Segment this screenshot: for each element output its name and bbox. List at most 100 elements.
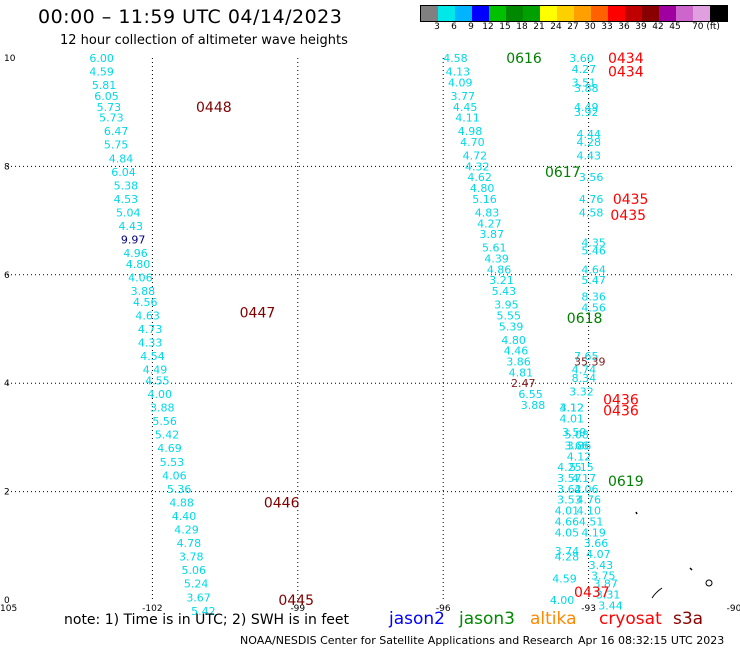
wave-height-value: 4.43 [576, 150, 601, 163]
color-swatch [489, 6, 506, 21]
x-tick-label: -96 [436, 604, 451, 614]
wave-height-value: 3.87 [593, 578, 618, 591]
wave-height-value: 4.56 [581, 301, 606, 314]
wave-height-value: 4.46 [504, 345, 529, 358]
wave-height-value: 5.43 [492, 285, 516, 298]
wave-height-value: 4.40 [172, 510, 197, 523]
wave-height-value: 4.54 [140, 350, 165, 363]
wave-height-value: 4.49 [143, 364, 168, 377]
wave-height-value: 4.56 [133, 296, 158, 309]
wave-height-value: 4.80 [501, 334, 526, 347]
wave-height-value: 4.05 [555, 526, 580, 539]
pass-time-label: 0618 [567, 311, 603, 327]
wave-height-value: 4.00 [148, 388, 173, 401]
color-swatch [421, 6, 438, 21]
color-scale-label: 30 [584, 22, 596, 32]
color-swatch [642, 6, 659, 21]
color-scale-labels: 3 6 9 12 15 18 21 24 27 30 33 36 39 42 45 70 (ft) [420, 22, 740, 34]
color-swatch [710, 6, 727, 21]
wave-height-value: 5.53 [160, 456, 185, 469]
wave-height-value: 6.47 [104, 125, 129, 138]
wave-height-value: 4.53 [114, 193, 139, 206]
color-swatch [455, 6, 472, 21]
pass-time-label: 0617 [545, 165, 581, 181]
satellite-name-altika: altika [530, 609, 577, 629]
wave-height-value: 3.67 [186, 591, 211, 604]
wave-height-value: 4.66 [555, 515, 580, 528]
wave-height-value: 3.62 [557, 483, 582, 496]
pass-time-label: 0446 [264, 495, 300, 511]
wave-height-value: 3.32 [569, 385, 594, 398]
wave-height-value: 4.33 [138, 337, 163, 350]
y-tick-label: 8 [4, 162, 10, 172]
pass-time-label: 0445 [278, 593, 314, 609]
wave-height-value: 3.92 [574, 106, 599, 119]
wave-height-value: 3.66 [584, 537, 609, 550]
pass-time-label: 0435 [613, 192, 649, 208]
wave-height-value: 5.42 [191, 605, 216, 618]
wave-height-value: 7.65 [574, 350, 599, 363]
wave-height-value: 4.39 [484, 253, 509, 266]
wave-height-value: 6.00 [89, 52, 114, 65]
wave-height-value: 5.81 [92, 79, 117, 92]
wave-height-value: 4.76 [579, 193, 604, 206]
color-scale-label: 42 [652, 22, 664, 32]
color-scale-label: 6 [451, 22, 457, 32]
wave-height-value: 3.51 [572, 76, 597, 89]
wave-height-value: 4.74 [572, 364, 597, 377]
wave-height-value: 6.05 [94, 90, 119, 103]
pass-time-label: 0448 [196, 100, 232, 116]
satellite-name-jason3: jason3 [459, 609, 515, 629]
color-swatch [625, 6, 642, 21]
wave-height-value: 4.84 [109, 152, 134, 165]
y-tick-label: 0 [4, 596, 10, 606]
wave-height-value: 4.58 [579, 206, 604, 219]
wave-height-value: 3.86 [567, 440, 592, 453]
wave-height-value: 4.64 [581, 263, 606, 276]
color-swatch [540, 6, 557, 21]
wave-height-value: 4.45 [453, 101, 478, 114]
color-swatch [676, 6, 693, 21]
color-scale-label: 21 [533, 22, 545, 32]
wave-height-value: 6.55 [518, 388, 543, 401]
x-tick-label: -102 [142, 604, 162, 614]
color-scale-bar [420, 5, 728, 22]
y-tick-label: 6 [4, 271, 10, 281]
wave-height-value: 4.96 [123, 247, 148, 260]
color-scale-label: 18 [516, 22, 528, 32]
footer-credit: NOAA/NESDIS Center for Satellite Applica… [240, 634, 574, 647]
wave-height-value: 3.88 [150, 402, 175, 415]
wave-height-value: 4.11 [455, 112, 480, 125]
color-scale-label: 27 [567, 22, 579, 32]
wave-height-value: 4.06 [128, 272, 153, 285]
wave-height-value: 4.25 [557, 461, 582, 474]
color-swatch [659, 6, 676, 21]
wave-height-value: 5.06 [181, 564, 206, 577]
color-swatch [574, 6, 591, 21]
color-scale-label: 24 [550, 22, 562, 32]
wave-height-value: 8.36 [581, 290, 606, 303]
wave-height-value: 4.81 [509, 366, 534, 379]
wave-height-value: 4.07 [586, 548, 611, 561]
color-swatch [438, 6, 455, 21]
wave-height-value: 4.63 [135, 309, 160, 322]
y-tick-label: 2 [4, 488, 10, 498]
wave-height-value: 4.28 [555, 551, 580, 564]
wave-height-value: 4.06 [574, 483, 599, 496]
wave-height-value: 3.60 [569, 52, 594, 65]
wave-height-value: 4.49 [574, 101, 599, 114]
wave-height-value: 3.43 [589, 559, 614, 572]
pass-time-label: 0619 [608, 474, 644, 490]
pass-time-label: 0436 [603, 392, 639, 408]
color-swatch [523, 6, 540, 21]
wave-height-value: 4.98 [458, 125, 483, 138]
color-swatch [506, 6, 523, 21]
island-outline [705, 579, 713, 587]
satellite-name-cryosat: cryosat [599, 609, 662, 629]
wave-height-value: 3.78 [179, 551, 204, 564]
wave-height-value: 4.69 [157, 442, 182, 455]
wave-height-value: 4.83 [475, 206, 500, 219]
wave-height-value: 4.12 [567, 450, 592, 463]
wave-height-value: 4.59 [89, 66, 114, 79]
wave-height-value: 5.46 [581, 244, 606, 257]
